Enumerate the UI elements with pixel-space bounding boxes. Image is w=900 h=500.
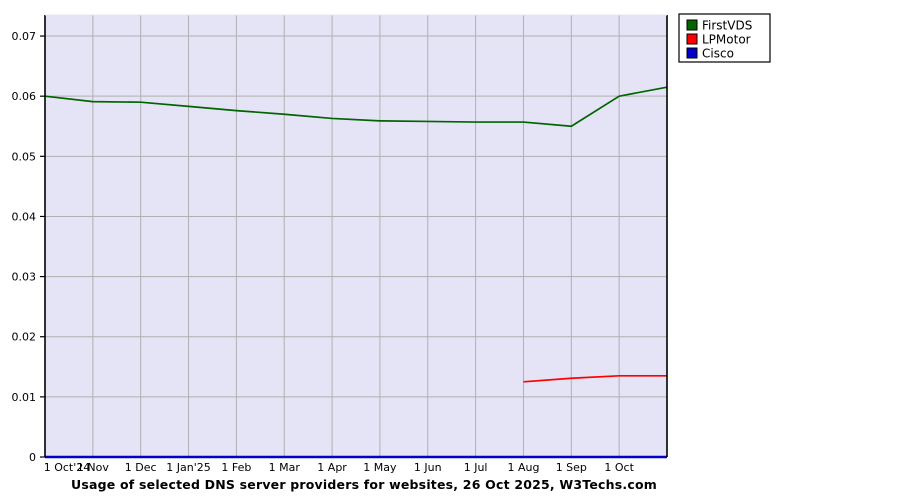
legend-swatch-cisco xyxy=(686,47,698,59)
data-series-layer xyxy=(44,86,668,459)
y-tick-label: 0.06 xyxy=(12,90,37,103)
x-tick-label: 1 Jun xyxy=(414,461,442,474)
x-tick-label: 1 Oct'24 xyxy=(44,461,91,474)
x-tick-label: 1 Dec xyxy=(125,461,157,474)
series-line-firstvds xyxy=(44,86,668,128)
y-tick-label: 0.02 xyxy=(12,331,37,344)
y-tick-label: 0.05 xyxy=(12,150,37,163)
legend-label-cisco: Cisco xyxy=(702,47,734,61)
legend-label-lpmotor: LPMotor xyxy=(702,33,751,47)
x-gridlines xyxy=(92,15,620,457)
x-tick-label: 1 Oct xyxy=(604,461,634,474)
x-tick-label: 1 Apr xyxy=(317,461,347,474)
y-tick-label: 0 xyxy=(29,451,36,464)
legend-swatch-lpmotor xyxy=(686,33,698,45)
x-axis-ticks: 1 Oct'241 Nov 1 Dec 1 Jan'25 1 Feb 1 Mar 1 Ap… xyxy=(44,461,635,474)
plot-area-background xyxy=(45,15,667,457)
chart-caption: Usage of selected DNS server providers f… xyxy=(71,477,657,492)
series-line-lpmotor xyxy=(523,374,667,383)
x-tick-label: 1 Sep xyxy=(556,461,587,474)
y-tick-label: 0.01 xyxy=(12,391,37,404)
legend-swatch-firstvds xyxy=(686,19,698,31)
legend-label-firstvds: FirstVDS xyxy=(702,19,752,33)
y-tick-label: 0.04 xyxy=(12,210,37,223)
y-tick-label: 0.03 xyxy=(12,271,37,284)
y-tick-label: 0.07 xyxy=(12,30,37,43)
x-tick-label: 1 Aug xyxy=(507,461,539,474)
y-gridlines xyxy=(45,35,667,398)
x-tick-label: 1 Jul xyxy=(464,461,488,474)
x-tick-label: 1 Nov xyxy=(77,461,109,474)
x-tick-label: 1 Jan'25 xyxy=(166,461,210,474)
x-tick-label: 1 May xyxy=(363,461,397,474)
y-axis-ticks: 0 0.01 0.02 0.03 0.04 0.05 0.06 0.07 xyxy=(12,30,45,464)
x-tick-label: 1 Feb xyxy=(221,461,251,474)
x-tick-label: 1 Mar xyxy=(269,461,301,474)
